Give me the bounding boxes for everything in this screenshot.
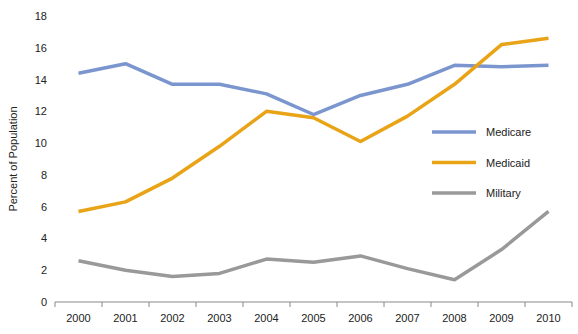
x-tick-label: 2000 bbox=[66, 312, 90, 324]
x-tick bbox=[196, 302, 197, 307]
x-tick bbox=[337, 302, 338, 307]
x-tick-label: 2009 bbox=[489, 312, 513, 324]
plot-area bbox=[79, 38, 549, 280]
chart: 0 2 4 6 8 10 12 14 16 18 Percent of Population 2000… bbox=[0, 0, 578, 334]
x-axis bbox=[55, 302, 572, 303]
legend-label: Medicaid bbox=[486, 157, 530, 169]
series-line bbox=[79, 211, 549, 279]
legend-swatch bbox=[432, 191, 476, 195]
y-tick-label: 8 bbox=[41, 169, 47, 181]
x-tick-label: 2006 bbox=[348, 312, 372, 324]
x-tick bbox=[478, 302, 479, 307]
x-tick-label: 2007 bbox=[395, 312, 419, 324]
x-tick-label: 2001 bbox=[113, 312, 137, 324]
series-line bbox=[79, 64, 549, 115]
x-tick-label: 2005 bbox=[301, 312, 325, 324]
y-tick bbox=[51, 174, 54, 175]
y-tick bbox=[51, 16, 54, 17]
y-tick-label: 0 bbox=[41, 296, 47, 308]
x-tick bbox=[525, 302, 526, 307]
x-tick-label: 2003 bbox=[207, 312, 231, 324]
x-tick bbox=[243, 302, 244, 307]
y-tick-label: 14 bbox=[35, 74, 47, 86]
y-tick bbox=[51, 238, 54, 239]
legend-label: Military bbox=[486, 187, 521, 199]
y-tick bbox=[51, 206, 54, 207]
x-tick-label: 2010 bbox=[536, 312, 560, 324]
y-tick-label: 18 bbox=[35, 10, 47, 22]
series-line bbox=[79, 38, 549, 211]
y-tick-label: 4 bbox=[41, 232, 47, 244]
x-tick-label: 2008 bbox=[442, 312, 466, 324]
x-tick bbox=[572, 302, 573, 307]
x-tick-label: 2002 bbox=[160, 312, 184, 324]
y-tick-label: 16 bbox=[35, 42, 47, 54]
x-tick bbox=[55, 302, 56, 307]
y-tick bbox=[51, 111, 54, 112]
y-tick-label: 2 bbox=[41, 264, 47, 276]
y-tick-label: 6 bbox=[41, 201, 47, 213]
x-tick bbox=[431, 302, 432, 307]
legend-swatch bbox=[432, 130, 476, 134]
y-tick-label: 12 bbox=[35, 105, 47, 117]
y-tick-label: 10 bbox=[35, 137, 47, 149]
y-tick bbox=[51, 47, 54, 48]
y-tick bbox=[51, 270, 54, 271]
legend-swatch bbox=[432, 161, 476, 165]
x-tick bbox=[290, 302, 291, 307]
y-axis-label: Percent of Population bbox=[7, 106, 19, 211]
x-tick bbox=[384, 302, 385, 307]
y-tick bbox=[51, 143, 54, 144]
y-tick bbox=[51, 302, 54, 303]
x-tick bbox=[102, 302, 103, 307]
x-tick bbox=[149, 302, 150, 307]
y-tick bbox=[51, 79, 54, 80]
x-tick-label: 2004 bbox=[254, 312, 278, 324]
legend-label: Medicare bbox=[486, 126, 531, 138]
